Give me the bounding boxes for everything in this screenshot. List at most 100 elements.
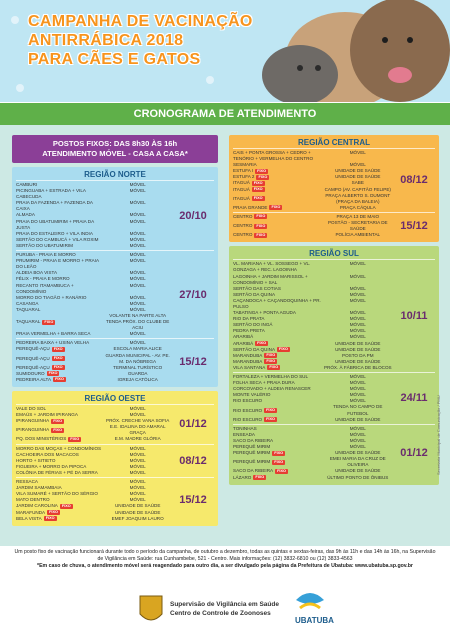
location: MÓVEL [349,310,366,316]
schedule-row: PQ. DOS MINISTÉRIOS FIXO E.M. MADRE GLÓRIA [16,436,172,443]
schedule-row: CAIS + PONTA GROSSA + CEDRO + TENÓRIO + … [233,150,393,162]
location: MÓVEL [349,322,366,328]
location: MÓVEL [129,212,146,218]
place-cell: SERTÃO DO CAMBUCÁ + VILA ROXIM [16,237,103,243]
place: JARDIM CAROLINA [16,503,58,509]
place: SERTÃO DO CAMBUCÁ + VILA ROXIM [16,236,99,242]
place-cell: ITAGUÁ FIXO [233,180,323,187]
place-cell: FÉLIX - PRAIA E MORRO [16,276,103,282]
location: PRÓX. CRECHE VANA SOFIA [106,418,170,424]
location: MÓVEL [349,386,366,392]
location: MÓVEL [349,285,366,291]
schedule-row: PEDRA PRETA MÓVEL [233,328,393,334]
schedule-row: PEREQUÊ-AÇU FIXO TERMINAL TURÍSTICO [16,365,172,371]
footer-notes: Um posto fixo de vacinação funcionará du… [12,549,438,570]
place-cell: CACHOEIRA DOS MACACOS [16,452,103,458]
place: SERTÃO DO UBATUMIRIM [16,242,73,248]
location: ÚLTIMO PONTO DE ÔNIBUS [327,474,389,480]
place: CACHOEIRA DOS MACACOS [16,451,79,457]
header-art [11,0,450,102]
place-cell: PRAIA VERMELHA + BARRA SECA [16,331,103,337]
location: MÓVEL [129,218,146,224]
place: RIO ESCURO [233,416,263,422]
place-cell: ARARIBÁ [233,334,323,340]
schedule-row: PEDREIRA BAIXA + USINA VELHA MÓVEL [16,340,172,346]
location: MÓVEL [349,328,366,334]
fixed-badge: FIXO [254,214,268,220]
footer-note: Um posto fixo de vacinação funcionará du… [14,549,436,562]
date: 15/12 [179,355,207,368]
place: CENTRO [233,223,253,229]
place-cell: PICINGUABA + ESTRADA + VILA CABECUDA [16,188,103,200]
place: SESMARIA [233,162,257,168]
schedule-row: PRAIA DO UBATUMIRIM + PRAIA DA JUSTA MÓVE… [16,219,172,231]
place-cell: RECANTO ITAMAMBUCA + CONDOMÍNIO [16,283,103,295]
schedule-row: CENTRO FIXO POLÍCIA AMBIENTAL [233,232,393,238]
place: VILA SANTANA [233,364,266,370]
location: MÓVEL [129,406,146,411]
place-cell: RIO DA PRATA [233,316,323,322]
hours-line: POSTOS FIXOS: DAS 8h30 ÀS 16h [52,139,178,148]
place: ITAGUÁ [233,195,250,201]
place-cell: ARARIBÁ FIXO [233,341,323,347]
schedule-row: BELA VISTA FIXO EMEF JOAQUIM LAURO [16,516,172,522]
location: MÓVEL [349,291,366,297]
fixed-badge: FIXO [42,319,56,325]
place: FIGUEIRA + MORRO DA PIPOCA [16,463,87,469]
schedule-row: FÉLIX - PRAIA E MORRO MÓVEL [16,276,172,282]
right-column: REGIÃO CENTRAL CAIS + PONTA GROSSA + CEDR… [229,135,439,485]
place-cell: MARANDUBA FIXO [233,359,323,365]
place-cell: VILA SANTANA FIXO [233,365,323,371]
fixed-badge: FIXO [251,196,265,202]
rows: PEDREIRA BAIXA + USINA VELHA MÓVEL PEREQUÊ… [16,340,172,383]
org-line: Supervisão de Vigilância em Saúde [170,601,279,608]
fixed-badge: FIXO [267,365,281,371]
place-cell: PEREQUÊ-AÇU FIXO [16,346,103,352]
location: UNIDADE DE SAÚDE [114,503,161,509]
location: UNIDADE DE SAÚDE [335,468,381,474]
fixed-badge: FIXO [51,427,65,433]
schedule-row: SERTÃO DA QUINA MÓVEL [233,292,393,298]
title-line: ANTIRRÁBICA 2018 [28,32,184,49]
schedule-row: TAQUARAL MÓVEL [16,307,172,313]
place: CAÇANDOCA + CAÇANDOQUINHA + PR. PULSO [233,297,321,309]
place: ESTUFA I [233,168,254,174]
location: PRÓX. À FÁBRICA DE BLOCOS [323,364,392,370]
schedule-row: PICINGUABA + ESTRADA + VILA CABECUDA MÓVE… [16,188,172,200]
place: PEREQUÊ-AÇU [16,364,50,370]
place-cell: CAÇANDOCA + CAÇANDOQUINHA + PR. PULSO [233,298,323,310]
place-cell: ESTUFA 2 FIXO [233,174,323,180]
location: MÓVEL [349,261,366,267]
place-cell: ESTUFA I FIXO [233,168,323,174]
fixed-badge: FIXO [51,365,65,371]
location: GUARDA MUNICIPAL - AV. PE. M. DA NÓBREGA [105,352,170,364]
place: TABATINGA + PONTA AGUDA [233,310,296,316]
fixed-badge: FIXO [46,371,60,377]
place: FÉLIX - PRAIA E MORRO [16,276,70,282]
schedule-row: CENTRO FIXO PRAÇA 13 DE MAIO [233,214,393,220]
schedule-row: PURUBA - PRAIA E MORRO MÓVEL [16,252,172,258]
place: PRAIA DO UBATUMIRIM + PRAIA DA JUSTA [16,218,94,230]
fixed-badge: FIXO [255,168,269,174]
location: POLÍCIA AMBIENTAL [335,232,381,238]
fixed-badge: FIXO [59,503,73,509]
schedule-row: ESTUFA I FIXO UNIDADE DE SAÚDE [233,168,393,174]
place-cell: FORTALEZA + VERMELHA DO SUL [233,374,323,380]
schedule-row: CAMBURI MÓVEL [16,182,172,188]
schedule-row: CAÇANDOCA + CAÇANDOQUINHA + PR. PULSO MÓV… [233,298,393,310]
place-cell: SERTÃO DA QUINA FIXO [233,347,323,353]
location: VOLANTE NA PARTE ALTA TENDA PRÓX. DO CLU… [106,312,170,331]
place: PRAIA GRANDE [233,204,268,210]
fixed-badge: FIXO [264,353,278,359]
place-cell: PEDREIRA ALTA FIXO [16,377,103,383]
location: MÓVEL [349,297,366,303]
place-cell: PEREQUÊ MIRIM [233,444,323,450]
place: COLÔNIA DE FÉRIAS + PÉ DA SERRA [16,469,98,475]
place: MORRO DO TIAGÃO + RANÁRIO [16,294,87,300]
location: UNIDADE DE SAÚDE [335,358,381,364]
location: IGREJA CATÓLICA [117,376,158,382]
title-line: PARA CÃES E GATOS [28,51,201,68]
location: MÓVEL [129,188,146,194]
place-cell: RIO ESCURO FIXO [233,417,323,423]
schedule-row: MONTE VALÉRIO MÓVEL [233,392,393,398]
